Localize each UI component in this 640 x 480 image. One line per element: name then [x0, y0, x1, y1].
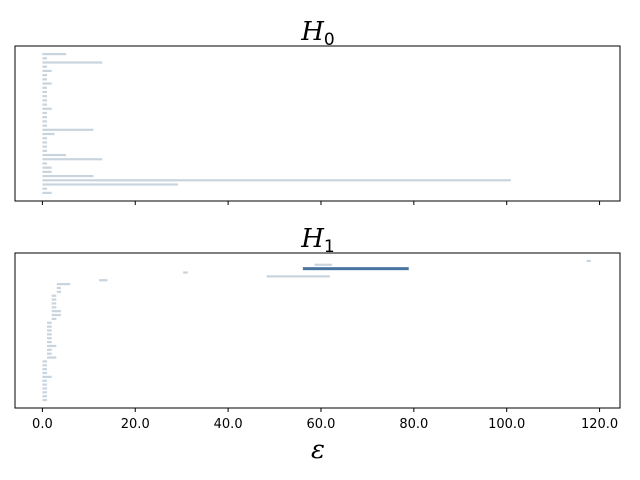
panel-0-bar-20	[42, 137, 48, 140]
panel-0-bar-13	[42, 107, 52, 110]
xtick-label-3: 60.0	[307, 417, 336, 432]
panel-0-bar-32	[42, 187, 48, 190]
panel-0-bar-16	[42, 120, 48, 123]
panel-1-bar-15	[51, 317, 57, 321]
xtick-label-0: 0.0	[32, 417, 53, 432]
panel-1-bar-36	[42, 398, 48, 402]
panel-0-bar-5	[42, 74, 48, 77]
panel-0-bar-31	[42, 183, 178, 186]
panel-1-bar-8	[56, 290, 61, 293]
panel-1-bar-6	[56, 283, 71, 286]
panel-1-bar-22	[47, 344, 57, 348]
panel-title-sub-1: 1	[324, 237, 335, 257]
panel-1-bar-5	[99, 279, 108, 282]
panel-title-main-1: H	[300, 224, 325, 254]
panel-1-bar-1	[314, 263, 333, 266]
panel-title-sub-0: 0	[324, 30, 335, 50]
panel-1-bar-0	[586, 259, 591, 263]
panel-0-bar-14	[42, 111, 48, 115]
panel-1-bar-2	[302, 267, 409, 271]
panel-0-bar-25	[42, 158, 103, 161]
panel-1-bar-7	[56, 286, 61, 290]
panel-0-bar-15	[42, 116, 48, 119]
panel-1-bar-16	[47, 321, 52, 324]
panel-0-bar-26	[42, 162, 48, 165]
panel-frame-1	[14, 252, 621, 409]
panel-0-bar-3	[42, 65, 48, 68]
panel-1-bar-3	[183, 271, 188, 274]
panel-0-bar-21	[42, 141, 48, 144]
panel-0-bar-0	[42, 53, 67, 56]
xtick-label-5: 100.0	[488, 417, 525, 432]
panel-0-bar-27	[42, 166, 52, 169]
panel-1-bar-13	[51, 310, 61, 313]
panel-1-bar-25	[47, 356, 57, 359]
panel-0-bar-11	[42, 99, 48, 102]
panel-1-bar-10	[51, 298, 57, 301]
panel-1-bar-27	[42, 364, 48, 367]
panel-0-bar-19	[42, 132, 55, 136]
panel-0-bar-28	[42, 170, 52, 173]
panel-1-bar-26	[42, 360, 48, 363]
panel-1-bar-9	[51, 294, 57, 297]
panel-1-bar-34	[42, 391, 48, 394]
xtick-label-1: 20.0	[121, 417, 150, 432]
panel-title-main-0: H	[300, 17, 325, 47]
panel-frame-0	[14, 45, 621, 202]
panel-0-bar-17	[42, 124, 48, 127]
panel-0-bar-33	[42, 191, 52, 194]
panel-1-bar-23	[47, 348, 52, 351]
panel-1-bar-19	[47, 333, 52, 336]
panel-0-bar-8	[42, 86, 48, 89]
panel-1-bar-17	[47, 325, 52, 328]
panel-0-bar-12	[42, 103, 48, 106]
panel-1-bar-20	[47, 337, 52, 340]
panel-title-1: H1	[300, 224, 335, 257]
panel-0-bar-1	[42, 57, 48, 60]
xtick-label-6: 120.0	[581, 417, 618, 432]
xtick-label-4: 80.0	[399, 417, 428, 432]
panel-1-bar-29	[42, 371, 48, 375]
panel-1: H1 0.0 20.0 40.0 60.0 80.0 100.0 120.0	[14, 224, 621, 432]
panel-1-bar-30	[42, 375, 52, 378]
panel-0-bar-29	[42, 174, 94, 178]
xtick-label-2: 40.0	[214, 417, 243, 432]
panel-1-bar-21	[47, 340, 52, 344]
panel-0-bar-22	[42, 145, 48, 148]
panel-1-bar-24	[47, 352, 52, 355]
panel-0-bar-4	[42, 69, 52, 73]
panel-1-bar-14	[51, 313, 61, 317]
panel-1-bar-18	[47, 329, 52, 332]
panel-0-bar-24	[42, 153, 67, 157]
panel-1-bar-4	[266, 275, 330, 278]
panel-0: H0	[14, 17, 621, 205]
panel-1-bar-12	[51, 306, 57, 309]
panel-1-bar-11	[51, 302, 57, 305]
panel-title-0: H0	[300, 17, 335, 50]
panel-1-bar-28	[42, 368, 48, 371]
panel-0-bar-30	[42, 179, 511, 182]
panel-0-bar-18	[42, 128, 94, 131]
panel-0-bar-23	[42, 149, 48, 152]
panel-0-bar-10	[42, 95, 48, 98]
panel-0-bar-7	[42, 82, 52, 85]
panel-1-bar-33	[42, 387, 48, 390]
panel-1-bar-32	[42, 383, 48, 386]
panel-0-bar-9	[42, 90, 48, 94]
panel-1-bar-31	[42, 379, 48, 382]
panel-0-bar-6	[42, 78, 48, 81]
x-axis-label: ε	[311, 435, 325, 465]
panel-1-bar-35	[42, 395, 48, 398]
panel-0-bar-2	[42, 61, 103, 64]
